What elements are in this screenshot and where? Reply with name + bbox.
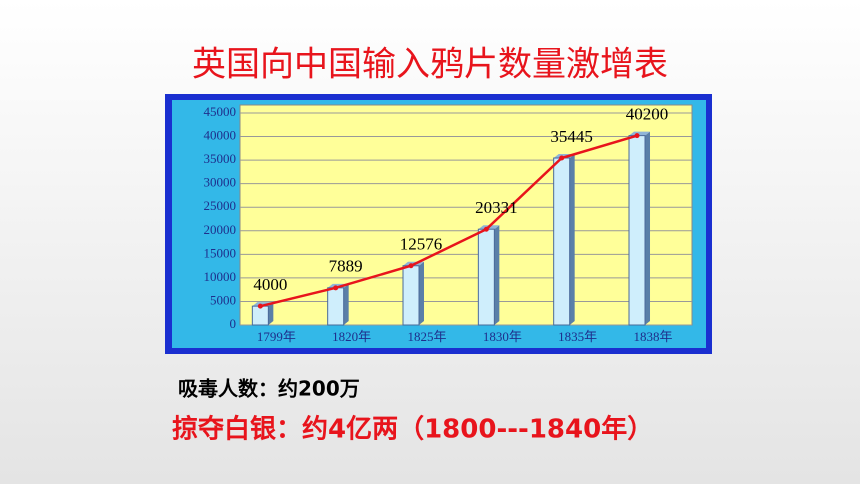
trend-line	[260, 134, 638, 308]
y-tick-label: 40000	[204, 128, 237, 143]
data-label: 7889	[329, 257, 363, 276]
bar	[628, 135, 646, 326]
y-tick-label: 0	[230, 316, 237, 331]
bar-side	[268, 302, 274, 325]
x-tick-label: 1835年	[558, 329, 597, 344]
data-label: 20331	[475, 198, 518, 217]
trend-point	[408, 263, 414, 269]
bar-top	[629, 131, 651, 136]
bar	[402, 265, 420, 326]
y-tick-label: 25000	[204, 198, 237, 213]
data-label: 12576	[400, 235, 443, 254]
data-label: 40200	[626, 105, 669, 124]
bar-side	[419, 261, 425, 325]
y-tick-label: 20000	[204, 222, 237, 237]
y-tick-label: 45000	[204, 104, 237, 119]
bar	[553, 157, 571, 326]
x-tick-label: 1825年	[407, 329, 446, 344]
y-tick-label: 10000	[204, 269, 237, 284]
trend-point	[257, 303, 263, 309]
chart-title: 英国向中国输入鸦片数量激增表	[192, 45, 668, 85]
x-tick-label: 1838年	[633, 329, 672, 344]
y-tick-label: 35000	[204, 151, 237, 166]
data-label: 4000	[253, 275, 287, 294]
trend-point	[333, 285, 339, 291]
data-label: 35445	[550, 127, 593, 146]
y-tick-label: 5000	[210, 292, 236, 307]
x-tick-label: 1799年	[257, 329, 296, 344]
plot-area	[239, 104, 693, 326]
note: 吸毒人数：约200万	[178, 377, 360, 401]
bar	[477, 228, 495, 326]
bar	[251, 305, 269, 326]
note: 掠夺白银：约4亿两（1800---1840年）	[172, 414, 653, 445]
y-tick-label: 30000	[204, 175, 237, 190]
bar	[327, 287, 345, 326]
bar-side	[343, 283, 349, 325]
bar-side	[494, 225, 500, 325]
x-tick-label: 1830年	[483, 329, 522, 344]
y-tick-label: 15000	[204, 245, 237, 260]
trend-point	[634, 133, 640, 139]
bar-side	[569, 154, 575, 325]
bar-side	[645, 131, 651, 325]
trend-point	[483, 226, 489, 232]
x-tick-label: 1820年	[332, 329, 371, 344]
trend-point	[559, 155, 565, 161]
